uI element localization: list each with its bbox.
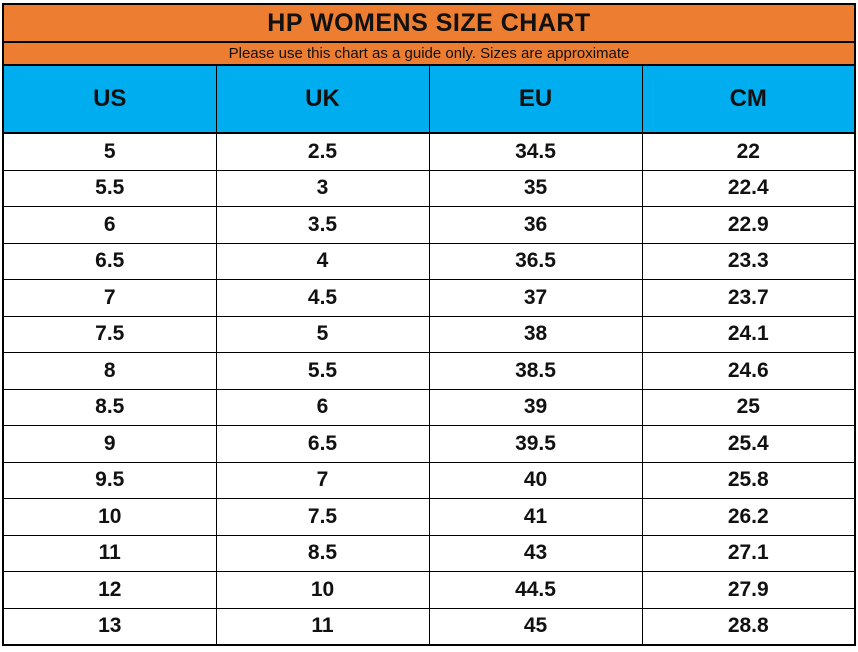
size-cell: 45 [428, 607, 643, 646]
size-cell: 36 [428, 206, 643, 244]
size-cell: 8 [2, 352, 217, 390]
size-cell: 24.1 [641, 315, 856, 353]
size-cell: 26.2 [641, 498, 856, 536]
size-cell: 27.1 [641, 534, 856, 572]
table-row: 8 5.5 38.5 24.6 [2, 352, 856, 390]
table-row: 12 10 44.5 27.9 [2, 571, 856, 609]
table-row: 6.5 4 36.5 23.3 [2, 242, 856, 280]
table-row: 7 4.5 37 23.7 [2, 279, 856, 317]
size-cell: 23.3 [641, 242, 856, 280]
size-cell: 22.4 [641, 169, 856, 207]
size-cell: 5 [2, 132, 217, 171]
size-cell: 39 [428, 388, 643, 426]
size-cell: 7.5 [2, 315, 217, 353]
table-row: 9 6.5 39.5 25.4 [2, 425, 856, 463]
size-cell: 12 [2, 571, 217, 609]
size-cell: 25 [641, 388, 856, 426]
table-row: 5.5 3 35 22.4 [2, 169, 856, 207]
size-chart-table: HP WOMENS SIZE CHART Please use this cha… [2, 3, 856, 646]
size-cell: 22 [641, 132, 856, 171]
size-cell: 40 [428, 461, 643, 499]
table-row: 6 3.5 36 22.9 [2, 206, 856, 244]
table-row: 7.5 5 38 24.1 [2, 315, 856, 353]
column-header-eu: EU [428, 64, 643, 134]
size-cell: 8.5 [215, 534, 430, 572]
size-cell: 10 [215, 571, 430, 609]
size-cell: 11 [215, 607, 430, 646]
size-cell: 6.5 [2, 242, 217, 280]
size-cell: 10 [2, 498, 217, 536]
table-row: 9.5 7 40 25.8 [2, 461, 856, 499]
column-header-us: US [2, 64, 217, 134]
size-cell: 6 [215, 388, 430, 426]
size-cell: 3 [215, 169, 430, 207]
size-cell: 2.5 [215, 132, 430, 171]
size-cell: 24.6 [641, 352, 856, 390]
size-cell: 35 [428, 169, 643, 207]
size-cell: 9.5 [2, 461, 217, 499]
size-chart-head: HP WOMENS SIZE CHART Please use this cha… [2, 3, 856, 134]
size-cell: 38.5 [428, 352, 643, 390]
disclaimer-text: Please use this chart as a guide only. S… [2, 41, 856, 66]
size-cell: 8.5 [2, 388, 217, 426]
table-row: 8.5 6 39 25 [2, 388, 856, 426]
size-cell: 7 [215, 461, 430, 499]
size-cell: 37 [428, 279, 643, 317]
size-cell: 36.5 [428, 242, 643, 280]
table-row: 10 7.5 41 26.2 [2, 498, 856, 536]
size-cell: 7 [2, 279, 217, 317]
size-cell: 5.5 [215, 352, 430, 390]
title-row: HP WOMENS SIZE CHART [2, 3, 856, 43]
size-cell: 25.4 [641, 425, 856, 463]
size-cell: 11 [2, 534, 217, 572]
page-title: HP WOMENS SIZE CHART [2, 3, 856, 43]
size-cell: 6.5 [215, 425, 430, 463]
table-row: 11 8.5 43 27.1 [2, 534, 856, 572]
size-cell: 9 [2, 425, 217, 463]
size-cell: 5.5 [2, 169, 217, 207]
column-header-uk: UK [215, 64, 430, 134]
size-cell: 7.5 [215, 498, 430, 536]
size-cell: 22.9 [641, 206, 856, 244]
size-cell: 4.5 [215, 279, 430, 317]
size-cell: 6 [2, 206, 217, 244]
table-row: 5 2.5 34.5 22 [2, 132, 856, 171]
size-table-body: 5 2.5 34.5 22 5.5 3 35 22.4 6 3.5 36 22.9 6.5 4 36.5 23… [2, 132, 856, 646]
size-cell: 5 [215, 315, 430, 353]
column-header-row: US UK EU CM [2, 64, 856, 134]
size-cell: 38 [428, 315, 643, 353]
size-cell: 44.5 [428, 571, 643, 609]
size-cell: 25.8 [641, 461, 856, 499]
size-cell: 43 [428, 534, 643, 572]
column-header-cm: CM [641, 64, 856, 134]
size-cell: 41 [428, 498, 643, 536]
size-cell: 4 [215, 242, 430, 280]
size-cell: 28.8 [641, 607, 856, 646]
table-row: 13 11 45 28.8 [2, 607, 856, 646]
size-cell: 39.5 [428, 425, 643, 463]
size-cell: 23.7 [641, 279, 856, 317]
size-cell: 3.5 [215, 206, 430, 244]
size-cell: 13 [2, 607, 217, 646]
subtitle-row: Please use this chart as a guide only. S… [2, 41, 856, 66]
size-cell: 34.5 [428, 132, 643, 171]
size-cell: 27.9 [641, 571, 856, 609]
